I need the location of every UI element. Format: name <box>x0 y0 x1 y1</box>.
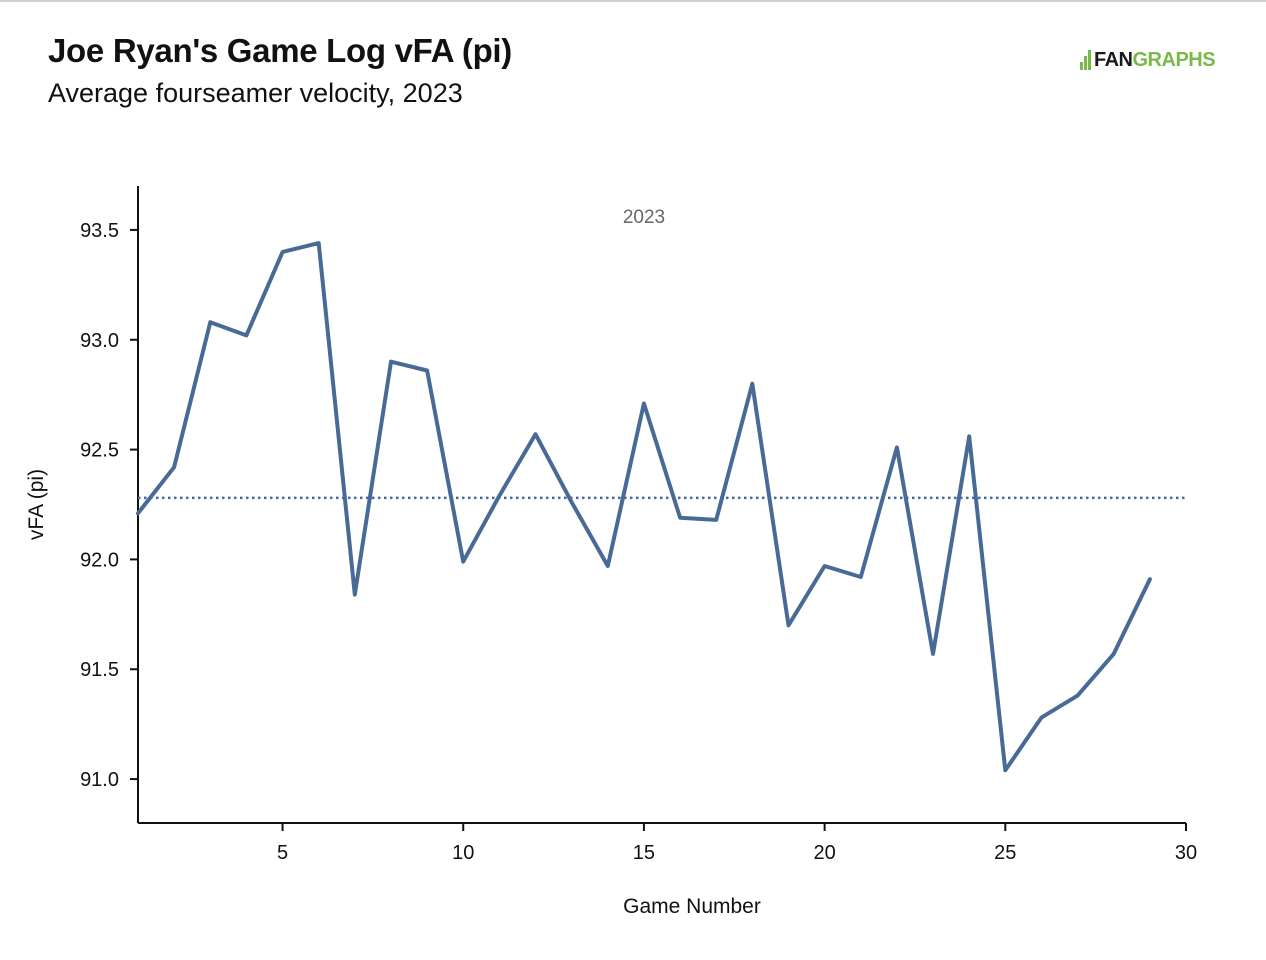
vfa-series-line <box>136 241 1152 773</box>
data-point <box>967 434 971 438</box>
x-tick-label: 30 <box>1175 842 1197 864</box>
logo-text-graphs: GRAPHS <box>1132 48 1216 71</box>
data-point <box>678 516 682 520</box>
data-point <box>895 445 899 449</box>
data-point <box>714 518 718 522</box>
data-point <box>642 401 646 405</box>
fangraphs-logo-icon <box>1080 50 1092 70</box>
data-point <box>281 250 285 254</box>
data-point <box>786 623 790 627</box>
data-point <box>317 241 321 245</box>
data-point <box>1003 768 1007 772</box>
x-tick-label: 20 <box>813 842 835 864</box>
data-point <box>136 511 140 515</box>
data-point <box>208 320 212 324</box>
chart-subtitle: Average fourseamer velocity, 2023 <box>48 78 463 108</box>
data-point <box>1076 694 1080 698</box>
data-point <box>172 465 176 469</box>
data-point <box>425 369 429 373</box>
data-point <box>497 494 501 498</box>
data-point <box>606 564 610 568</box>
y-tick-label: 92.0 <box>80 549 119 571</box>
y-tick-label: 91.0 <box>80 769 119 791</box>
data-point <box>1112 652 1116 656</box>
data-point <box>534 432 538 436</box>
data-point <box>244 333 248 337</box>
fangraphs-logo: FAN GRAPHS <box>1080 46 1216 74</box>
data-point <box>859 575 863 579</box>
chart-title: Joe Ryan's Game Log vFA (pi) <box>48 32 512 69</box>
top-rule <box>0 0 1266 2</box>
season-annotation: 2023 <box>623 207 665 228</box>
y-tick-label: 93.0 <box>80 330 119 352</box>
logo-text-fan: FAN <box>1094 48 1133 71</box>
data-point <box>1148 577 1152 581</box>
x-tick-label: 10 <box>452 842 474 864</box>
y-tick-label: 91.5 <box>80 659 119 681</box>
x-tick-label: 25 <box>994 842 1016 864</box>
x-tick-label: 5 <box>277 842 288 864</box>
y-axis-title: vFA (pi) <box>25 469 48 540</box>
x-tick-label: 15 <box>633 842 655 864</box>
data-point <box>823 564 827 568</box>
data-point <box>570 500 574 504</box>
y-tick-label: 93.5 <box>80 220 119 242</box>
data-point <box>461 560 465 564</box>
data-point <box>750 382 754 386</box>
x-axis-title: Game Number <box>623 895 761 918</box>
data-point <box>353 593 357 597</box>
y-tick-label: 92.5 <box>80 440 119 462</box>
data-point <box>931 652 935 656</box>
data-point <box>389 360 393 364</box>
data-point <box>1039 716 1043 720</box>
